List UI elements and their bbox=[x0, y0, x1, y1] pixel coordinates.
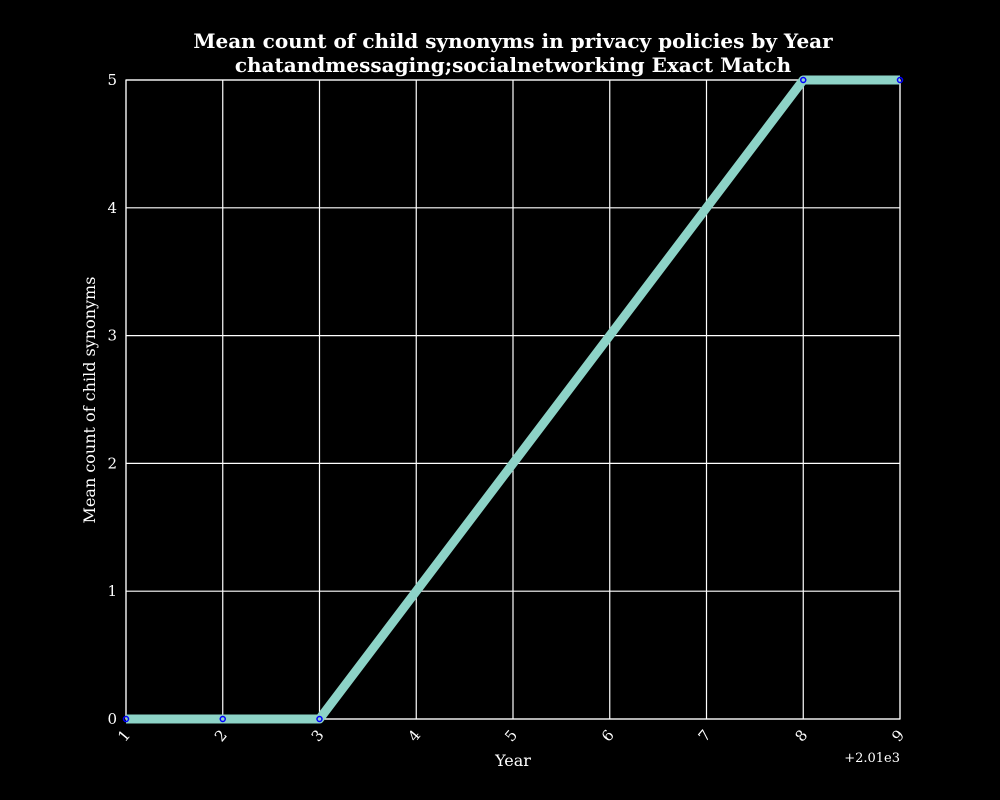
x-axis-label: Year bbox=[494, 751, 531, 770]
y-tick-label: 0 bbox=[107, 710, 117, 728]
data-point bbox=[219, 715, 226, 723]
chart-subtitle: chatandmessaging;socialnetworking Exact … bbox=[235, 53, 792, 77]
series-line bbox=[126, 75, 900, 724]
chart-title: Mean count of child synonyms in privacy … bbox=[193, 29, 833, 53]
y-tick-label: 5 bbox=[107, 71, 117, 89]
y-tick-label: 4 bbox=[107, 199, 117, 217]
plot-frame bbox=[125, 79, 901, 720]
y-tick-label: 2 bbox=[107, 454, 117, 472]
y-tick-label: 1 bbox=[107, 582, 117, 600]
data-point bbox=[316, 715, 323, 723]
series-layer bbox=[122, 75, 904, 724]
y-axis-label: Mean count of child synonyms bbox=[80, 277, 99, 524]
x-offset-label: +2.01e3 bbox=[844, 751, 900, 766]
y-tick-labels: 0 1 2 3 4 5 bbox=[107, 71, 117, 728]
data-point bbox=[800, 76, 807, 84]
data-point bbox=[122, 715, 130, 723]
data-point bbox=[896, 76, 904, 84]
y-tick-label: 3 bbox=[107, 327, 117, 345]
grid bbox=[125, 79, 901, 720]
